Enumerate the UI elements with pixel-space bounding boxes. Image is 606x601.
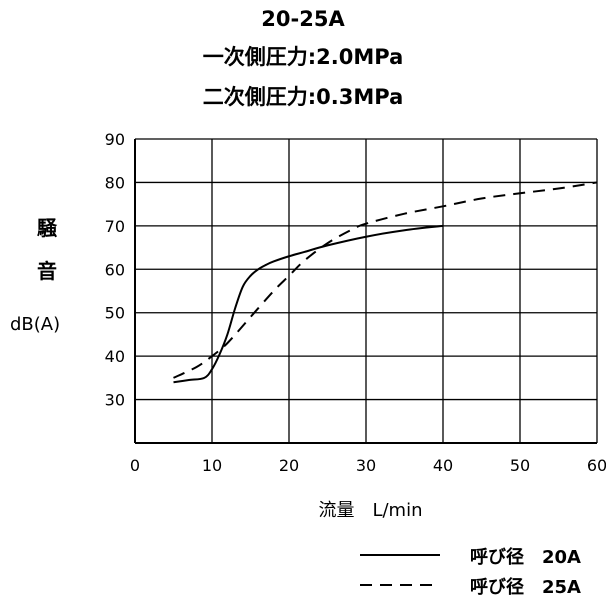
y-axis-label-char-1: 騒 <box>37 216 57 240</box>
legend-item-20a: 呼び径 20A <box>360 543 600 571</box>
x-tick-label-50: 50 <box>510 456 530 475</box>
series-line-20a <box>173 224 444 384</box>
x-tick-label-0: 0 <box>130 456 140 475</box>
series-line-25a <box>173 181 598 379</box>
x-tick-label-40: 40 <box>433 456 453 475</box>
x-axis-label: 流量 L/min <box>318 500 423 521</box>
legend-item-25a: 呼び径 25A <box>360 573 600 601</box>
y-axis-unit: dB(A) <box>10 314 61 335</box>
legend-dashed-line-swatch <box>360 584 440 586</box>
chart-title-line-1: 20-25A <box>261 7 345 31</box>
y-axis-label-char-2: 音 <box>37 259 57 283</box>
chart-title-line-3: 二次側圧力:0.3MPa <box>202 85 404 109</box>
chart-title-line-2: 一次側圧力:2.0MPa <box>202 45 404 69</box>
x-tick-label-30: 30 <box>356 456 376 475</box>
y-tick-label-80: 80 <box>105 173 125 192</box>
y-tick-label-50: 50 <box>105 304 125 323</box>
legend-solid-line-swatch <box>360 554 440 556</box>
legend-label-25a: 呼び径 25A <box>470 577 581 598</box>
y-tick-label-60: 60 <box>105 260 125 279</box>
legend-label-20a: 呼び径 20A <box>470 547 581 568</box>
y-tick-label-90: 90 <box>105 130 125 149</box>
x-tick-label-60: 60 <box>587 456 606 475</box>
y-tick-label-70: 70 <box>105 217 125 236</box>
y-tick-label-30: 30 <box>105 391 125 410</box>
x-tick-label-10: 10 <box>202 456 222 475</box>
x-tick-label-20: 20 <box>279 456 299 475</box>
y-tick-label-40: 40 <box>105 347 125 366</box>
